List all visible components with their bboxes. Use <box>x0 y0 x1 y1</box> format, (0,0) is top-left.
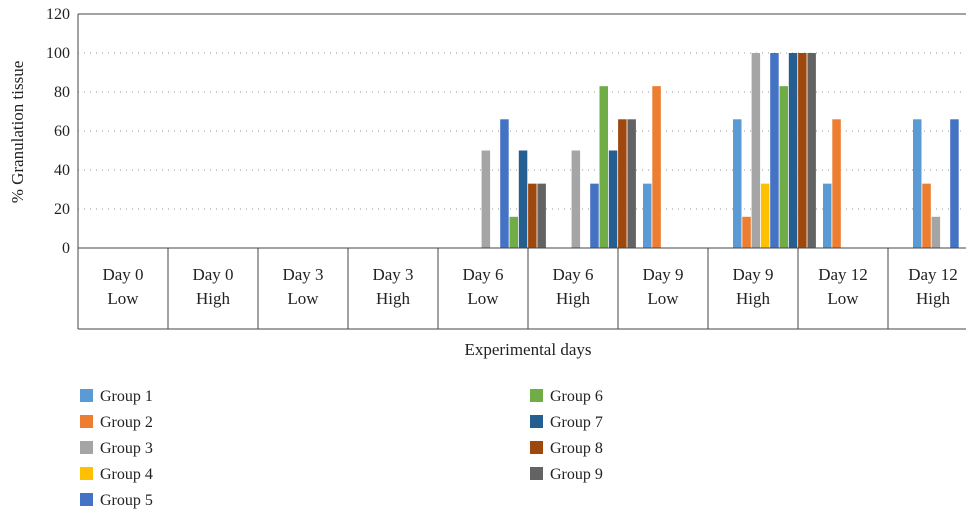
legend-swatch <box>80 467 93 480</box>
y-tick-label: 0 <box>62 240 70 257</box>
category-label: Day 3 <box>372 265 413 284</box>
legend-swatch <box>530 389 543 402</box>
legend-label: Group 9 <box>550 466 603 483</box>
bar <box>733 119 742 248</box>
legend-label: Group 4 <box>100 466 153 483</box>
category-label: High <box>556 289 591 308</box>
bar <box>481 150 491 248</box>
bar <box>518 150 528 248</box>
category-label: High <box>196 289 231 308</box>
bar <box>627 119 636 248</box>
legend-label: Group 6 <box>550 388 603 405</box>
bar <box>652 86 661 249</box>
bar <box>643 183 652 248</box>
legend-swatch <box>80 415 93 428</box>
bar <box>931 216 941 248</box>
bar <box>922 183 931 248</box>
legend-swatch <box>80 441 93 454</box>
bar <box>590 183 599 248</box>
legend-label: Group 5 <box>100 492 153 509</box>
bar <box>807 53 816 248</box>
category-label: Day 3 <box>282 265 323 284</box>
legend-swatch <box>80 389 93 402</box>
category-label: Low <box>827 289 859 308</box>
bar <box>509 216 518 248</box>
category-label: Day 0 <box>102 265 143 284</box>
category-label: Day 6 <box>552 265 593 284</box>
bar <box>788 53 798 248</box>
category-label: Day 6 <box>462 265 503 284</box>
bar <box>599 86 608 249</box>
bar <box>528 183 537 248</box>
legend-swatch <box>530 441 543 454</box>
y-tick-label: 80 <box>54 84 70 101</box>
category-label: Day 0 <box>192 265 233 284</box>
category-label: Low <box>467 289 499 308</box>
bar <box>779 86 788 249</box>
bars <box>481 53 959 249</box>
category-label: Day 12 <box>908 265 958 284</box>
bar <box>798 53 807 248</box>
x-axis-title: Experimental days <box>465 340 592 359</box>
y-tick-label: 40 <box>54 162 70 179</box>
legend-label: Group 8 <box>550 440 603 457</box>
bar <box>608 150 618 248</box>
legend-swatch <box>530 415 543 428</box>
bar <box>751 53 761 248</box>
category-label: Day 9 <box>642 265 683 284</box>
legend: Group 1 Group 2 Group 3 Group 4 Group 5 Group… <box>80 388 603 509</box>
bar <box>537 183 546 248</box>
category-label: Low <box>107 289 139 308</box>
category-label: Low <box>647 289 679 308</box>
category-table: Day 0 Low Day 0 High Day 3 Low Day 3 High Day 6 L… <box>102 248 958 329</box>
bar <box>571 150 581 248</box>
legend-label: Group 3 <box>100 440 153 457</box>
bar <box>760 183 770 248</box>
category-label: High <box>376 289 411 308</box>
bar <box>500 119 509 248</box>
bar <box>832 119 841 248</box>
bar <box>770 53 779 248</box>
category-label: Day 12 <box>818 265 868 284</box>
y-axis-title: % Granulation tissue <box>8 61 27 204</box>
axes: 0 20 40 60 80 100 120 <box>46 6 966 330</box>
y-tick-label: 120 <box>46 6 70 23</box>
bar <box>742 216 751 248</box>
bar <box>950 119 959 248</box>
category-label: High <box>916 289 951 308</box>
y-tick-label: 20 <box>54 201 70 218</box>
y-tick-label: 60 <box>54 123 70 140</box>
category-label: Low <box>287 289 319 308</box>
legend-label: Group 1 <box>100 388 153 405</box>
bar <box>823 183 832 248</box>
category-label: Day 9 <box>732 265 773 284</box>
legend-swatch <box>80 493 93 506</box>
category-label: High <box>736 289 771 308</box>
bar <box>618 119 627 248</box>
legend-label: Group 2 <box>100 414 153 431</box>
y-tick-label: 100 <box>46 45 70 62</box>
legend-swatch <box>530 467 543 480</box>
bar <box>913 119 922 248</box>
legend-label: Group 7 <box>550 414 603 431</box>
